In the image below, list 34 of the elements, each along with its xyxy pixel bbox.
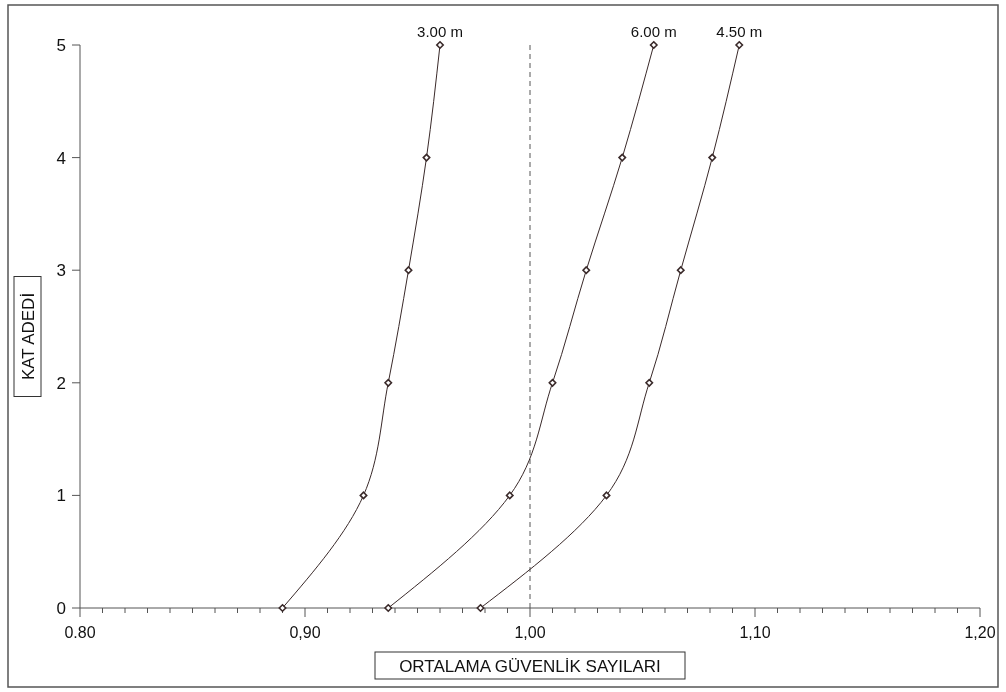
point [278, 604, 287, 612]
point [505, 491, 514, 500]
x-tick-label: 1,20 [964, 624, 996, 641]
x-tick-label: 0.80 [64, 624, 96, 641]
point [548, 378, 557, 387]
series-label: 4.50 m [716, 23, 763, 40]
point [384, 604, 393, 612]
point [582, 266, 591, 275]
point [602, 491, 611, 500]
y-tick-label: 4 [56, 148, 66, 168]
point [708, 153, 717, 162]
series-label: 6.00 m [630, 23, 677, 40]
x-axis-title: ORTALAMA GÜVENLİK SAYILARI [399, 657, 661, 676]
y-tick-label: 3 [56, 261, 66, 281]
x-tick-label: 1,10 [739, 624, 771, 641]
point [422, 153, 431, 162]
point [676, 266, 685, 275]
y-tick-label: 2 [56, 373, 66, 393]
point [645, 378, 654, 387]
point [476, 604, 485, 612]
y-tick-label: 1 [56, 486, 66, 506]
x-tick-label: 1,00 [514, 624, 546, 641]
point [404, 266, 413, 275]
point [384, 378, 393, 387]
y-tick-label: 0 [56, 599, 66, 618]
point [359, 491, 368, 500]
point [735, 41, 744, 49]
point [649, 41, 658, 49]
point [436, 41, 444, 49]
x-tick-label: 0,90 [289, 624, 321, 641]
y-tick-label: 5 [56, 36, 66, 55]
point [618, 153, 627, 162]
series-label: 3.00 m [417, 23, 463, 40]
y-axis-title: KAT ADEDİ [19, 292, 38, 381]
